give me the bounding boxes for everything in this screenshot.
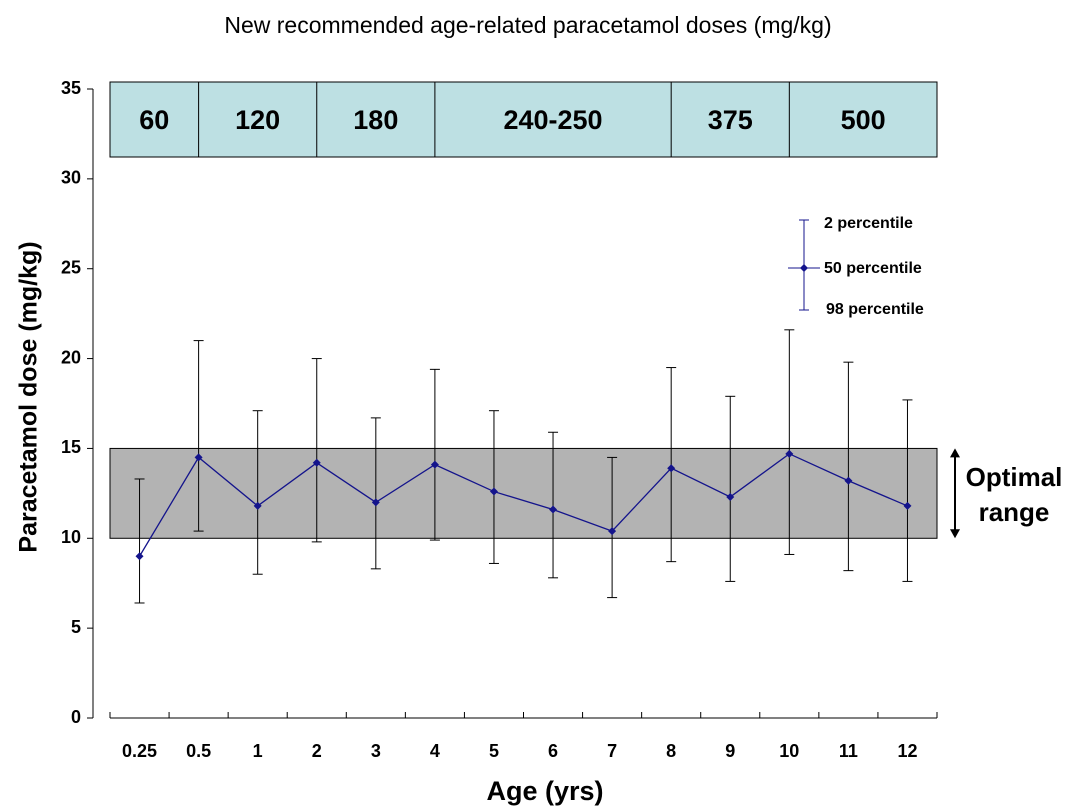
- dose-band-label: 180: [353, 105, 398, 135]
- x-tick-label: 3: [371, 741, 381, 761]
- x-tick-label: 11: [839, 741, 858, 761]
- marker: [253, 501, 262, 510]
- marker: [844, 476, 853, 485]
- marker: [371, 498, 380, 507]
- range-arrow-head: [950, 529, 960, 539]
- marker: [135, 552, 144, 561]
- range-label: Optimal: [966, 462, 1063, 492]
- marker: [549, 505, 558, 514]
- chart-title: New recommended age-related paracetamol …: [224, 12, 831, 38]
- legend-label: 50 percentile: [824, 260, 922, 277]
- x-tick-label: 12: [897, 741, 917, 761]
- range-arrow-head: [950, 448, 960, 458]
- x-axis-label: Age (yrs): [486, 776, 603, 806]
- marker: [667, 464, 676, 473]
- marker: [312, 458, 321, 467]
- x-tick-label: 5: [489, 741, 499, 761]
- range-label: range: [979, 497, 1050, 527]
- x-tick-label: 1: [253, 741, 263, 761]
- x-tick-label: 7: [607, 741, 617, 761]
- series-line: [138, 453, 908, 557]
- marker: [726, 492, 735, 501]
- y-tick-label: 0: [71, 707, 81, 727]
- dose-band-label: 375: [708, 105, 753, 135]
- y-tick-label: 5: [71, 617, 81, 637]
- marker: [785, 449, 794, 458]
- x-tick-label: 8: [666, 741, 676, 761]
- dose-band-box: [109, 81, 938, 158]
- x-tick-label: 0.5: [186, 741, 211, 761]
- x-tick-label: 10: [779, 741, 799, 761]
- legend-marker: [800, 264, 808, 272]
- x-tick-label: 6: [548, 741, 558, 761]
- y-tick-label: 20: [61, 347, 81, 367]
- marker: [489, 487, 498, 496]
- dose-band-label: 120: [235, 105, 280, 135]
- x-tick-label: 0.25: [122, 741, 157, 761]
- optimal-range: [109, 447, 938, 539]
- x-tick-label: 4: [430, 741, 440, 761]
- y-tick-label: 25: [61, 257, 81, 277]
- x-tick-label: 9: [725, 741, 735, 761]
- marker: [194, 453, 203, 462]
- y-tick-label: 35: [61, 78, 81, 98]
- dose-band-label: 500: [841, 105, 886, 135]
- legend-label: 98 percentile: [826, 301, 924, 318]
- dose-band-label: 60: [139, 105, 169, 135]
- marker: [430, 460, 439, 469]
- y-tick-label: 30: [61, 168, 81, 188]
- y-tick-label: 10: [61, 527, 81, 547]
- y-tick-label: 15: [61, 437, 81, 457]
- x-tick-label: 2: [312, 741, 322, 761]
- y-axis-label: Paracetamol dose (mg/kg): [15, 241, 43, 552]
- dose-band-label: 240-250: [503, 105, 602, 135]
- legend-label: 2 percentile: [824, 215, 913, 232]
- marker: [903, 501, 912, 510]
- marker: [608, 527, 617, 536]
